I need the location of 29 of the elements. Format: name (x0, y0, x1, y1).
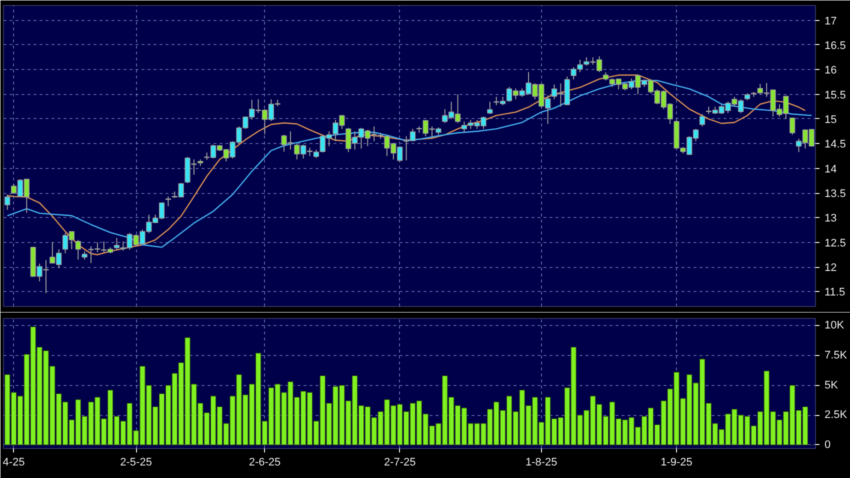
x-tick-label: 2-5-25 (120, 456, 152, 468)
y-tick-label: 14 (824, 163, 837, 176)
y-tick-label: 12.5 (824, 237, 846, 250)
y-tick-label: 10K (824, 320, 845, 332)
y-tick-label: 16 (824, 64, 837, 77)
y-tick-label: 14.5 (824, 138, 846, 151)
y-tick-label: 15 (824, 114, 837, 126)
x-tick-label: 2-6-25 (248, 456, 281, 468)
x-tick-label: 4-25 (2, 456, 25, 468)
candlestick (790, 117, 796, 136)
candlestick (75, 239, 81, 260)
y-tick-label: 12 (824, 262, 837, 274)
candlestick (487, 101, 493, 115)
y-tick-label: 17 (824, 15, 837, 28)
y-tick-label: 13 (824, 212, 837, 225)
y-tick-label: 11.5 (824, 286, 846, 299)
y-tick-label: 13.5 (824, 188, 846, 200)
x-tick-label: 1-8-25 (526, 456, 558, 468)
y-tick-label: 2.5K (824, 409, 848, 422)
candlestick (699, 114, 706, 127)
candlestick (165, 196, 172, 207)
x-tick-label: 2-7-25 (384, 456, 416, 468)
x-tick-label: 1-9-25 (660, 456, 692, 468)
y-tick-label: 5K (824, 379, 839, 392)
candlestick (4, 194, 10, 210)
y-tick-label: 7.5K (824, 349, 848, 362)
y-tick-label: 16.5 (824, 40, 846, 52)
y-tick-label: 15.5 (824, 89, 846, 102)
y-tick-label: 0 (824, 438, 831, 451)
